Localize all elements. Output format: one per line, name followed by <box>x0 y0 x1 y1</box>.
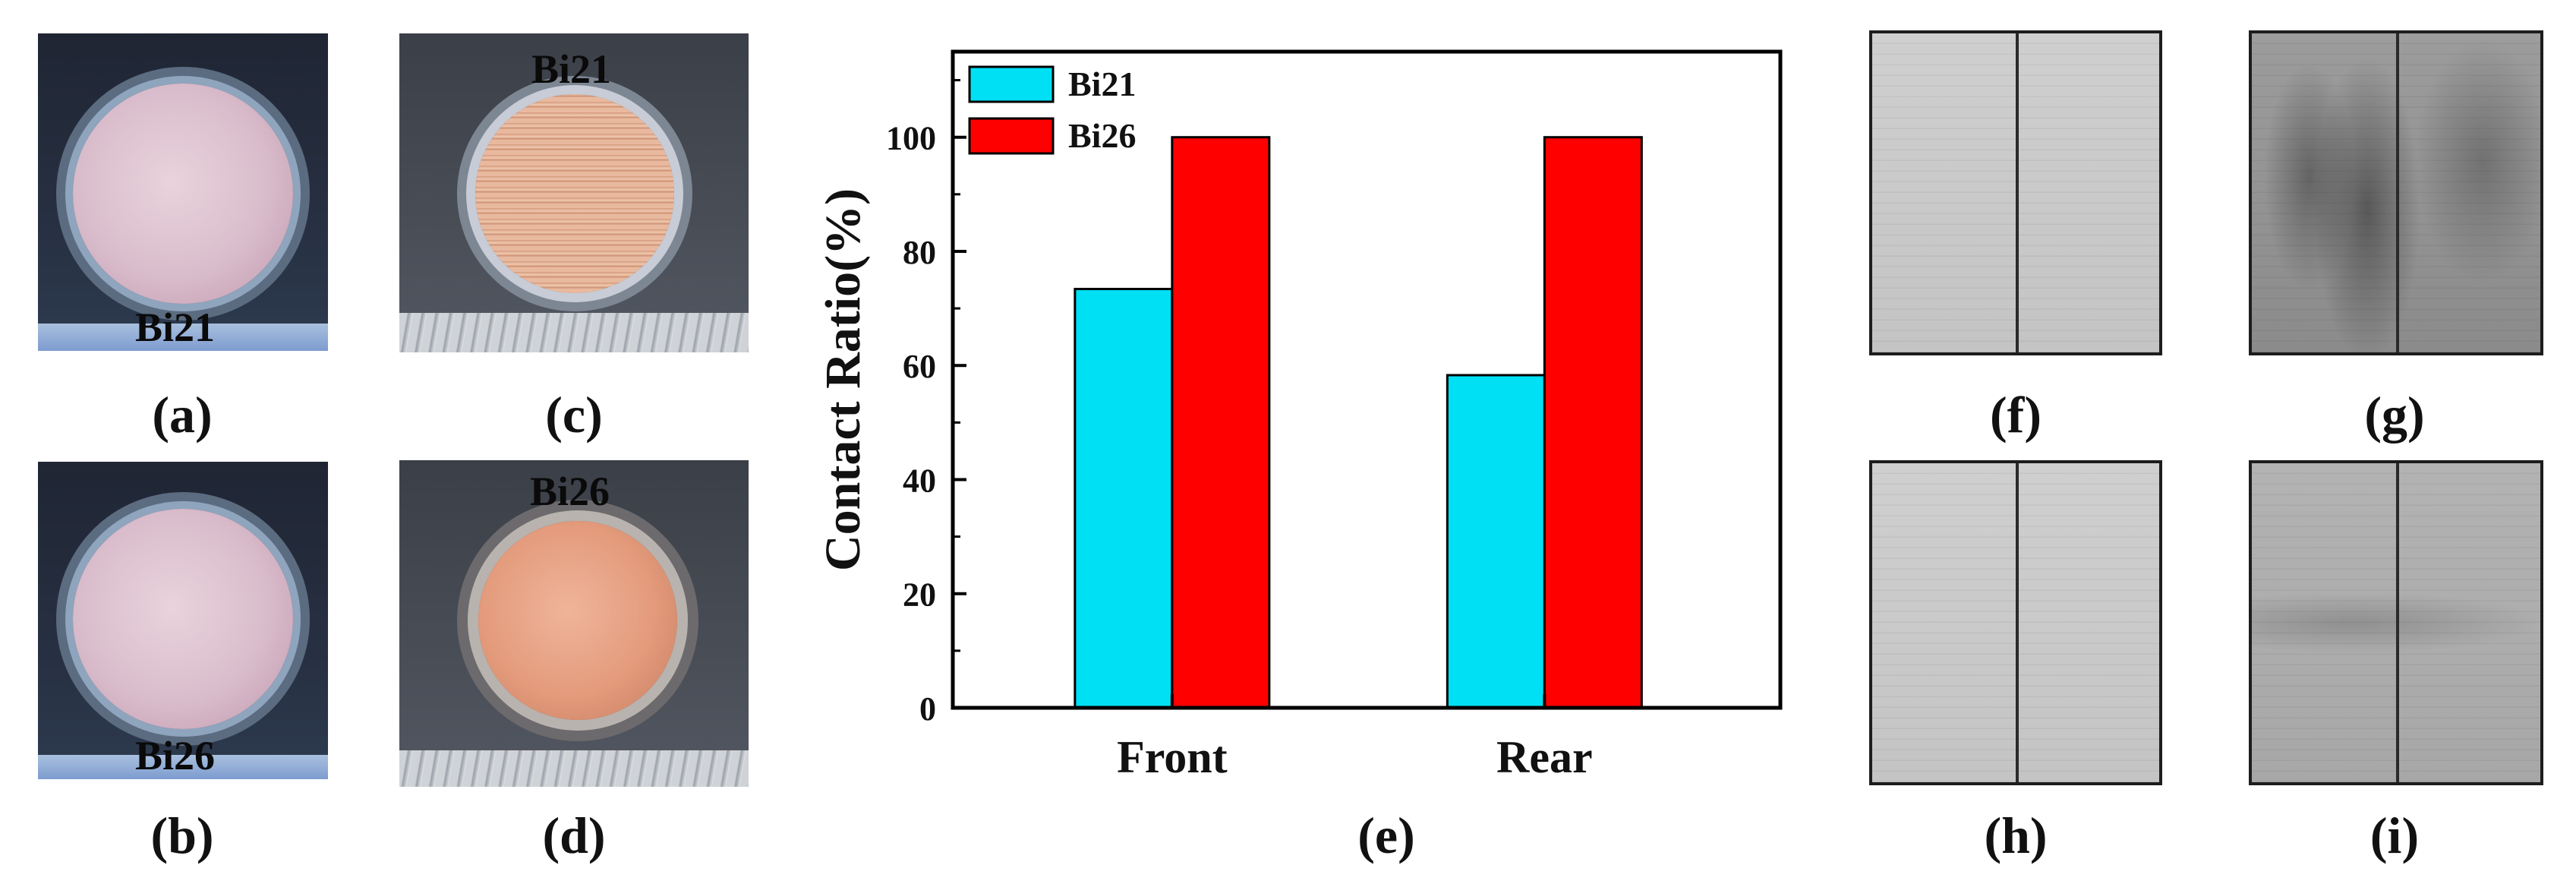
busbar-line <box>2396 33 2399 352</box>
micrograph-label: Bi26 <box>530 469 610 514</box>
x-tick-label: Rear <box>1496 732 1593 782</box>
chart-svg: Front Rear 0 20 40 60 80 100 Contact Ratio(%) Bi2… <box>815 49 1783 782</box>
micrograph-a: Bi21 <box>38 33 328 351</box>
el-image-h <box>1869 460 2162 785</box>
caption-b: (b) <box>150 807 214 864</box>
busbar-line <box>2396 463 2399 782</box>
plot-frame <box>951 49 1783 710</box>
y-tick-label: 20 <box>903 576 936 614</box>
caption-g: (g) <box>2364 386 2425 444</box>
bar-bi21-front <box>1074 288 1174 709</box>
y-tick-label: 40 <box>903 462 936 499</box>
caption-e: (e) <box>1357 807 1415 864</box>
bar-bi26-front <box>1171 136 1271 709</box>
caption-i: (i) <box>2369 807 2420 864</box>
substrate <box>399 750 749 787</box>
legend-swatch-bi21 <box>968 65 1055 103</box>
y-tick-label: 100 <box>886 120 936 157</box>
substrate <box>399 313 749 352</box>
caption-c: (c) <box>545 386 603 444</box>
wire-cross-section <box>73 509 293 729</box>
caption-a: (a) <box>152 386 213 444</box>
micrograph-label: Bi21 <box>135 305 216 350</box>
busbar-line <box>2016 33 2019 352</box>
wire-cross-section <box>478 521 677 720</box>
x-tick-label: Front <box>1117 732 1228 782</box>
el-image-f <box>1869 30 2162 355</box>
busbar-line <box>2016 463 2019 782</box>
legend-label-bi26: Bi26 <box>1068 116 1136 155</box>
bar-chart: Front Rear 0 20 40 60 80 100 Contact Ratio(%) Bi2… <box>797 30 1799 805</box>
caption-f: (f) <box>1990 386 2042 444</box>
y-tick-label: 60 <box>903 348 936 385</box>
micrograph-c: Bi21 <box>399 33 749 352</box>
caption-d: (d) <box>542 807 606 864</box>
el-image-g <box>2249 30 2543 355</box>
wire-cross-section <box>475 94 674 293</box>
bar-bi21-rear <box>1446 374 1546 709</box>
micrograph-d: Bi26 <box>399 460 749 787</box>
y-tick-label: 80 <box>903 234 936 271</box>
y-axis-label: Contact Ratio(%) <box>815 188 871 571</box>
legend-label-bi21: Bi21 <box>1068 65 1136 103</box>
y-tick-label: 0 <box>919 690 936 728</box>
micrograph-b: Bi26 <box>38 462 328 779</box>
substrate <box>38 755 328 779</box>
micrograph-label: Bi26 <box>135 733 216 778</box>
el-image-i <box>2249 460 2543 785</box>
legend-swatch-bi26 <box>968 117 1055 155</box>
substrate <box>38 324 328 351</box>
bar-bi26-rear <box>1543 136 1643 709</box>
wire-cross-section <box>73 84 293 304</box>
micrograph-label: Bi21 <box>531 46 612 92</box>
caption-h: (h) <box>1984 807 2048 864</box>
